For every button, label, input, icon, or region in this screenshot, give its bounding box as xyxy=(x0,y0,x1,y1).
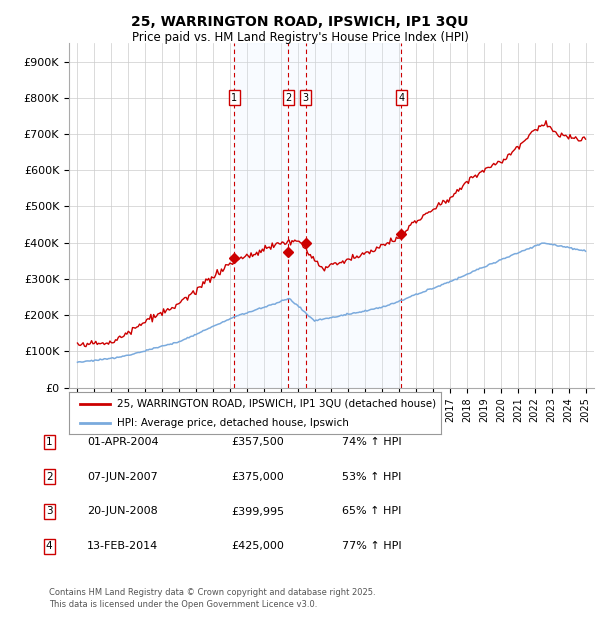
Text: £357,500: £357,500 xyxy=(231,437,284,447)
Text: 4: 4 xyxy=(46,541,53,551)
Text: £399,995: £399,995 xyxy=(231,507,284,516)
Bar xyxy=(234,43,401,388)
Text: 2: 2 xyxy=(285,93,291,103)
Text: Price paid vs. HM Land Registry's House Price Index (HPI): Price paid vs. HM Land Registry's House … xyxy=(131,31,469,44)
Text: 2: 2 xyxy=(46,472,53,482)
Text: 01-APR-2004: 01-APR-2004 xyxy=(87,437,158,447)
Text: 1: 1 xyxy=(231,93,237,103)
Text: 1: 1 xyxy=(46,437,53,447)
Text: 74% ↑ HPI: 74% ↑ HPI xyxy=(342,437,401,447)
Text: 3: 3 xyxy=(302,93,308,103)
Text: 3: 3 xyxy=(46,507,53,516)
Text: £425,000: £425,000 xyxy=(231,541,284,551)
Text: 07-JUN-2007: 07-JUN-2007 xyxy=(87,472,158,482)
Text: 4: 4 xyxy=(398,93,404,103)
Text: £375,000: £375,000 xyxy=(231,472,284,482)
Text: 53% ↑ HPI: 53% ↑ HPI xyxy=(342,472,401,482)
Text: 13-FEB-2014: 13-FEB-2014 xyxy=(87,541,158,551)
Text: HPI: Average price, detached house, Ipswich: HPI: Average price, detached house, Ipsw… xyxy=(118,418,349,428)
Text: 25, WARRINGTON ROAD, IPSWICH, IP1 3QU: 25, WARRINGTON ROAD, IPSWICH, IP1 3QU xyxy=(131,16,469,30)
Text: 77% ↑ HPI: 77% ↑ HPI xyxy=(342,541,401,551)
Text: 25, WARRINGTON ROAD, IPSWICH, IP1 3QU (detached house): 25, WARRINGTON ROAD, IPSWICH, IP1 3QU (d… xyxy=(118,399,436,409)
Text: 20-JUN-2008: 20-JUN-2008 xyxy=(87,507,158,516)
Text: Contains HM Land Registry data © Crown copyright and database right 2025.
This d: Contains HM Land Registry data © Crown c… xyxy=(49,588,376,609)
Text: 65% ↑ HPI: 65% ↑ HPI xyxy=(342,507,401,516)
